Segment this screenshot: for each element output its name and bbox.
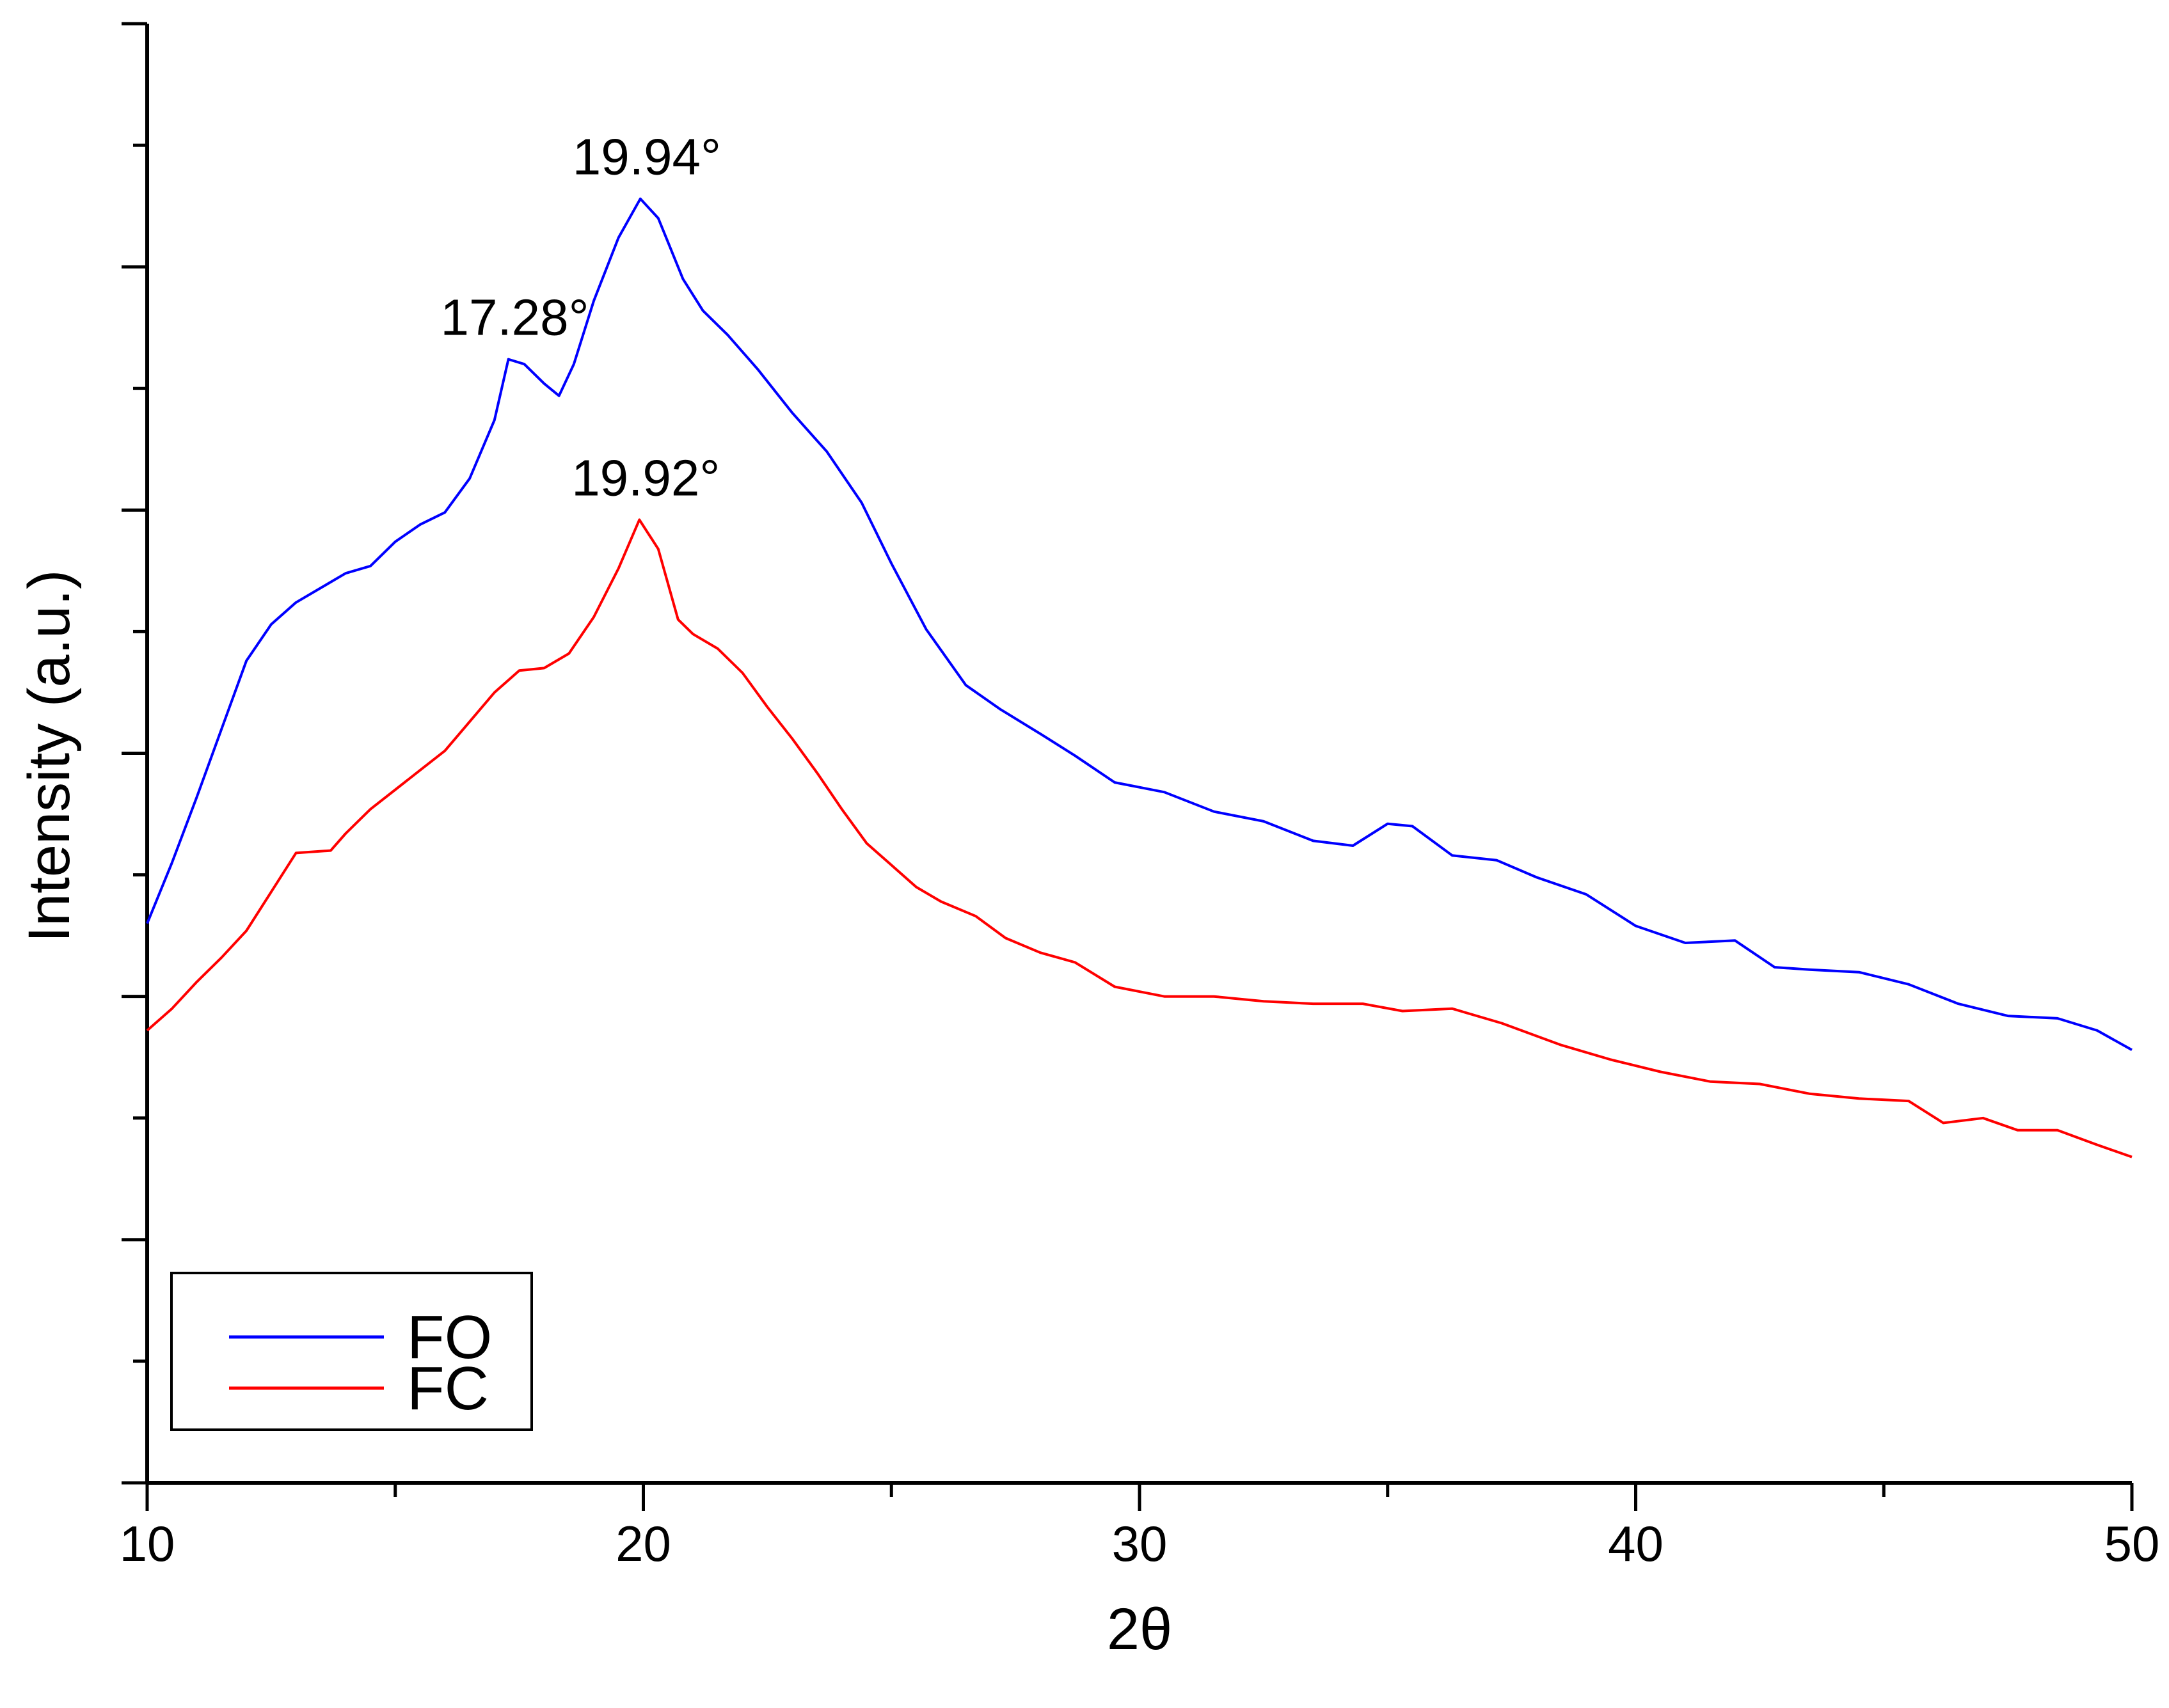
peak-annotation: 19.92° <box>571 450 720 507</box>
plot-frame <box>145 24 2132 1485</box>
x-tick-labels: 10 20 30 40 50 <box>120 1515 2160 1572</box>
x-tick-label: 20 <box>616 1515 671 1572</box>
peak-annotation: 17.28° <box>440 289 589 346</box>
legend-label-fc: FC <box>407 1354 489 1423</box>
x-tick-label: 50 <box>2104 1515 2160 1572</box>
x-tick-label: 30 <box>1112 1515 1168 1572</box>
legend: FO FC <box>170 1272 533 1431</box>
peak-annotation: 19.94° <box>573 129 721 186</box>
series-line-fc <box>146 518 2133 1158</box>
legend-label-fo: FO <box>407 1303 492 1372</box>
legend-box <box>170 1272 533 1431</box>
x-tick-label: 40 <box>1608 1515 1664 1572</box>
y-ticks <box>122 22 147 1485</box>
annotation-layer: 19.94° 17.28° 19.92° <box>440 129 720 507</box>
y-axis-title: Intensity (a.u.) <box>17 570 82 943</box>
x-ticks <box>145 1483 2134 1511</box>
x-tick-label: 10 <box>120 1515 175 1572</box>
series-line-fo <box>146 197 2133 1052</box>
x-axis-title: 2θ <box>1107 1597 1172 1662</box>
series-layer <box>146 197 2133 1158</box>
